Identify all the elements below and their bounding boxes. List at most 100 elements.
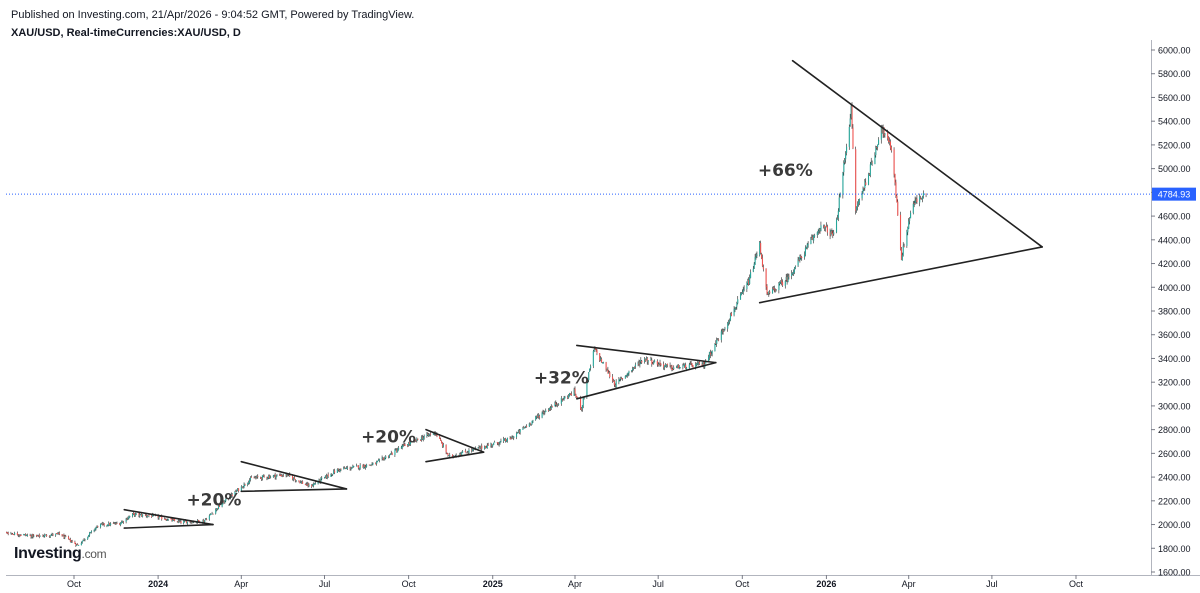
candle-body [684, 363, 686, 366]
candle-body [754, 257, 756, 265]
candle-body [56, 533, 58, 535]
candle-body [64, 536, 66, 538]
candle-body [861, 192, 863, 199]
candle-body [717, 339, 719, 341]
candle-body [705, 361, 707, 364]
candle-body [569, 393, 572, 395]
candle-body [619, 379, 621, 380]
candle-body [84, 539, 86, 541]
candle-body [249, 480, 251, 483]
candle-body [868, 174, 870, 175]
candle-body [638, 362, 640, 365]
candle-body [69, 539, 71, 542]
candle-body [357, 465, 359, 469]
candle-body [48, 536, 50, 538]
candle-body [75, 543, 77, 546]
candle-body [223, 501, 225, 504]
candle-body [781, 280, 783, 283]
candle-body [177, 520, 179, 523]
candle-body [132, 513, 135, 514]
candle-body [750, 272, 752, 278]
candle-body [528, 423, 530, 427]
candle-body [401, 445, 403, 448]
candle-body [925, 193, 927, 195]
candle-body [722, 329, 724, 332]
candle-body [775, 290, 777, 292]
candle-body [164, 518, 166, 520]
candle-body [311, 485, 313, 487]
candle-body [445, 444, 447, 453]
candle-body [766, 286, 768, 294]
candle-body [628, 371, 630, 374]
candle-body [631, 369, 633, 372]
candle-body [50, 534, 52, 536]
candle-body [324, 475, 327, 478]
candle-body [542, 412, 544, 413]
candle-body [74, 541, 76, 544]
candle-body [708, 352, 710, 358]
candle-body [906, 231, 908, 246]
candle-body [863, 188, 865, 190]
candle-body [6, 532, 8, 534]
candle-body [71, 541, 73, 542]
candle-body [826, 226, 828, 233]
candle-body [394, 449, 396, 456]
last-price-label: 4784.93 [1158, 190, 1191, 200]
candle-body [427, 433, 429, 436]
candle-body [491, 444, 493, 446]
candle-body [825, 226, 827, 229]
candle-body [381, 457, 383, 459]
y-tick-label: 1800.00 [1158, 544, 1191, 554]
candle-body [678, 367, 680, 369]
candle-body [536, 416, 538, 418]
candle-body [875, 147, 877, 156]
candle-body [784, 280, 786, 286]
candle-body [372, 462, 374, 464]
candle-body [230, 494, 232, 498]
candle-body [690, 362, 692, 364]
candle-body [254, 477, 256, 479]
candle-body [366, 464, 368, 467]
candle-body [287, 474, 289, 477]
candle-body [837, 210, 839, 218]
candle-body [759, 242, 761, 256]
candle-body [621, 377, 623, 379]
candle-body [36, 535, 38, 537]
candle-body [805, 246, 807, 248]
candle-body [656, 360, 658, 365]
candle-body [421, 437, 423, 440]
candle-body [480, 445, 482, 449]
candle-body [511, 436, 513, 439]
candle-body [222, 501, 224, 504]
candle-body [384, 457, 386, 461]
candle-body [100, 523, 103, 525]
candle-body [51, 533, 53, 535]
candle-body [338, 469, 340, 471]
candle-body [299, 481, 301, 484]
candle-body [183, 521, 185, 524]
candle-body [611, 376, 614, 381]
candle-body [688, 364, 690, 369]
candle-body [324, 477, 326, 479]
candle-body [301, 481, 303, 483]
candle-body [670, 365, 672, 367]
candle-body [733, 308, 735, 316]
symbol-title: XAU/USD, Real-timeCurrencies:XAU/USD, D [11, 27, 241, 39]
candle-body [410, 441, 412, 443]
candle-body [415, 439, 417, 442]
candle-body [319, 479, 321, 482]
candle-body [897, 201, 899, 216]
candle-body [176, 521, 178, 523]
candle-body [174, 519, 176, 521]
candle-body [889, 141, 892, 149]
candle-body [238, 488, 240, 492]
candle-body [350, 468, 352, 470]
candle-body [96, 526, 98, 528]
candle-body [362, 464, 364, 468]
x-tick-label: Jul [652, 579, 664, 589]
candle-body [641, 360, 643, 363]
candle-body [314, 483, 316, 485]
candle-body [272, 475, 274, 478]
candle-body [697, 363, 699, 364]
